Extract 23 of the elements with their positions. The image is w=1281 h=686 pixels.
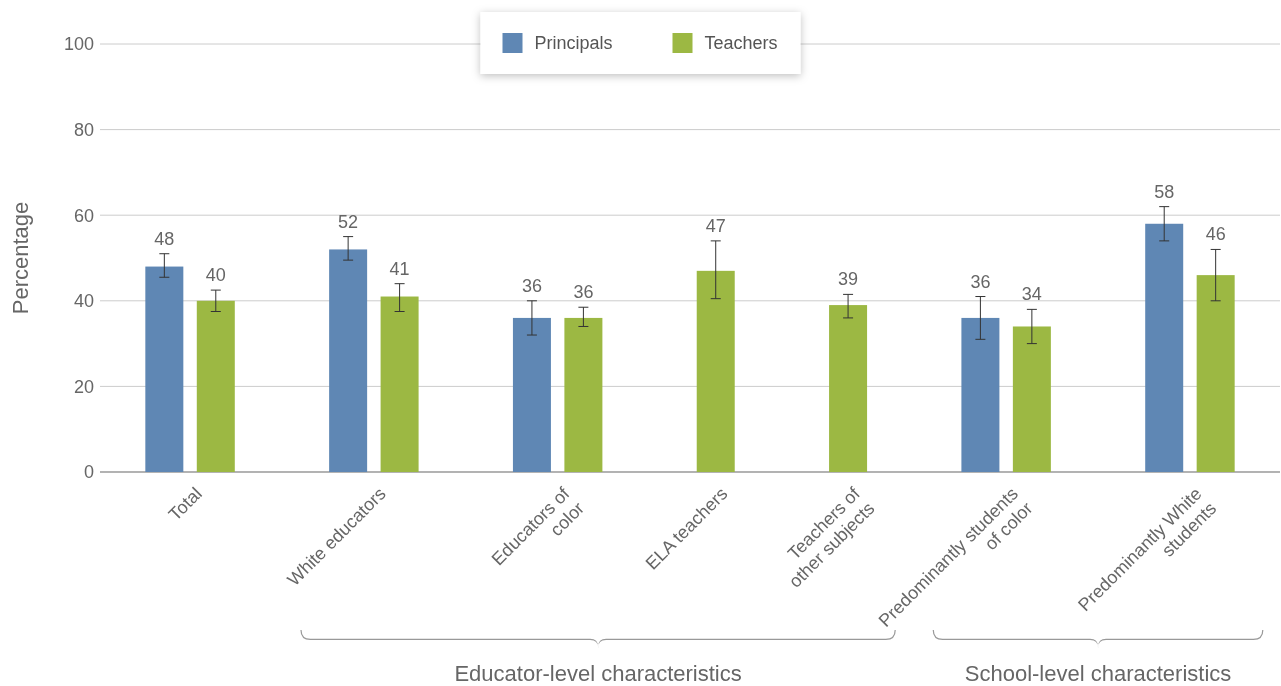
data-label: 40 <box>205 265 226 286</box>
data-label: 36 <box>970 271 991 292</box>
data-label: 39 <box>838 269 859 290</box>
y-tick-label: 0 <box>83 462 94 483</box>
data-label: 36 <box>573 282 594 303</box>
data-label: 52 <box>338 211 359 232</box>
text: School-level characteristics <box>964 661 1232 686</box>
data-label: 47 <box>705 215 726 236</box>
data-label: 41 <box>389 258 410 279</box>
y-tick-label: 20 <box>73 376 94 397</box>
y-tick-label: 40 <box>73 291 94 312</box>
data-label: 36 <box>521 275 542 296</box>
data-label: 48 <box>154 228 175 249</box>
y-tick-label: 80 <box>73 119 94 140</box>
y-tick-label: 60 <box>73 205 94 226</box>
data-label: 46 <box>1205 224 1226 245</box>
text: Educator-level characteristics <box>454 661 742 686</box>
y-axis-title: Percentage <box>8 201 33 315</box>
legend-label: Teachers <box>704 33 778 54</box>
data-label: 58 <box>1154 181 1175 202</box>
legend-label: Principals <box>534 33 613 54</box>
data-label: 34 <box>1021 284 1042 305</box>
y-tick-label: 100 <box>63 34 94 55</box>
